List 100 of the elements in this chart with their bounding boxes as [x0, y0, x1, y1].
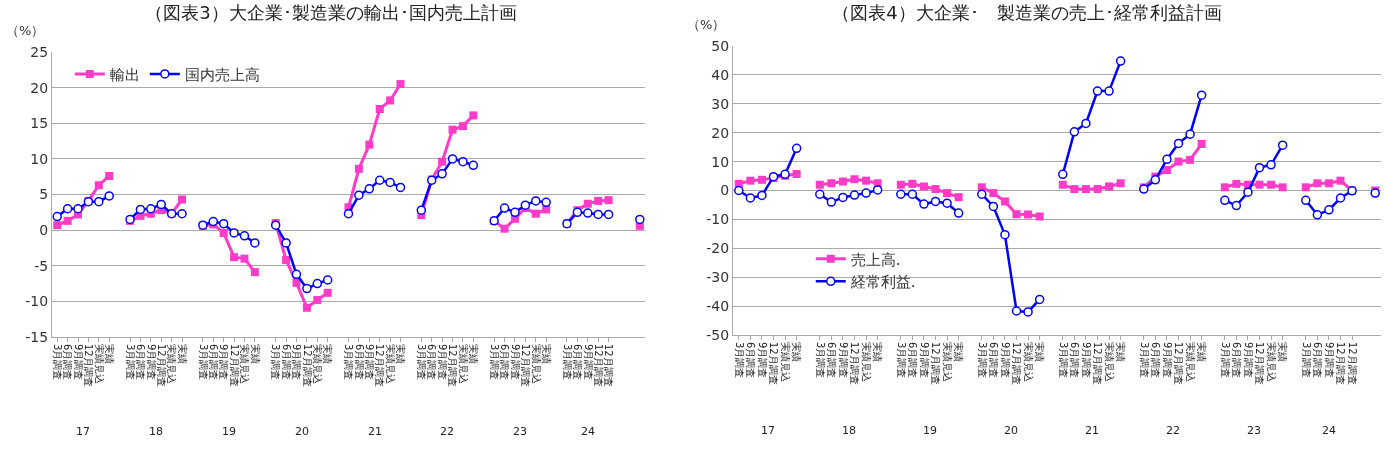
- point: [240, 254, 249, 263]
- point: [469, 111, 478, 120]
- point: [931, 185, 940, 194]
- point: [438, 157, 447, 166]
- x-tick-label: 12月調査: [1346, 342, 1358, 385]
- point: [872, 185, 883, 195]
- point: [94, 181, 103, 190]
- y-tick-label: -5: [34, 257, 49, 274]
- point: [510, 207, 520, 218]
- point: [1301, 183, 1310, 192]
- point: [1335, 193, 1346, 203]
- point: [919, 199, 929, 209]
- point: [52, 211, 62, 222]
- point: [942, 198, 952, 208]
- x-tick-label: 12月調査: [1335, 342, 1347, 385]
- point: [1186, 155, 1195, 164]
- point: [757, 175, 766, 184]
- text: 24: [1322, 424, 1336, 437]
- x-tick-label: 9月調査: [72, 344, 84, 381]
- x-tick-label: 実績見込: [530, 344, 542, 384]
- x-tick-label: 12月調査: [1173, 342, 1185, 385]
- x-tick-label: 12月調査: [603, 344, 615, 387]
- x-tick-label: 6月調査: [208, 344, 219, 381]
- point: [1116, 179, 1125, 188]
- point: [757, 190, 767, 201]
- x-tick-label: 実績見込: [93, 344, 105, 384]
- x-tick-label: 6月調査: [1069, 342, 1081, 379]
- point: [541, 197, 551, 208]
- point: [520, 200, 531, 210]
- y-tick-label: 40: [711, 66, 730, 83]
- point: [177, 208, 187, 219]
- point: [1277, 140, 1288, 150]
- x-tick-label: 3月調査: [561, 344, 573, 381]
- point: [815, 180, 824, 189]
- x-tick-label: 9月調査: [218, 344, 230, 381]
- y-tick-label: 15: [30, 115, 49, 132]
- y-axis-title: （%）: [6, 23, 45, 38]
- x-tick-label: 3月調査: [343, 344, 355, 381]
- point: [1324, 179, 1333, 188]
- point: [374, 175, 385, 185]
- x-tick-label: 実績見込: [941, 342, 953, 382]
- x-tick-label: 12月調査: [374, 344, 386, 387]
- x-tick-label: 3月調査: [1219, 342, 1231, 379]
- point: [531, 209, 540, 218]
- point: [230, 253, 239, 262]
- point: [1000, 229, 1010, 240]
- x-tick-label: 3月調査: [488, 344, 500, 381]
- x-tick-label: 3月調査: [124, 344, 136, 381]
- point: [219, 228, 228, 237]
- y-tick-label: -10: [25, 293, 49, 310]
- x-tick-label: 3月調査: [1300, 342, 1312, 379]
- point: [250, 238, 260, 248]
- point: [322, 275, 333, 285]
- x-tick-label: 6月調査: [1231, 342, 1243, 379]
- point: [416, 205, 427, 215]
- chart-title: （図表3）大企業･製造業の輸出･国内売上計画: [145, 2, 517, 24]
- point: [1069, 127, 1080, 137]
- x-tick-label: 6月調査: [426, 344, 438, 381]
- point: [838, 192, 848, 203]
- text: 22: [440, 425, 454, 438]
- point: [323, 288, 332, 297]
- x-tick-label: 9月調査: [509, 344, 521, 381]
- x-tick-label: 9月調査: [1242, 342, 1254, 379]
- x-tick-label: 9月調査: [837, 342, 849, 379]
- legend-label: 売上高.: [850, 250, 901, 269]
- point: [862, 176, 871, 185]
- legend-label: 輸出: [109, 65, 140, 84]
- x-tick-label: 3月調査: [733, 342, 745, 379]
- text: 18: [149, 425, 163, 438]
- y-tick-label: 10: [30, 150, 49, 167]
- x-tick-label: 12月調査: [930, 342, 942, 385]
- x-tick-label: 実績見込: [166, 344, 178, 384]
- x-tick-label: 3月調査: [976, 342, 988, 379]
- point: [458, 122, 467, 131]
- x-tick-label: 6月調査: [353, 344, 365, 381]
- x-tick-label: 12月調査: [768, 342, 780, 385]
- x-tick-label: 実績: [176, 344, 188, 364]
- point: [1312, 210, 1323, 220]
- x-tick-label: 12月調査: [447, 344, 459, 387]
- x-tick-label: 実績: [395, 344, 407, 364]
- point: [500, 224, 509, 233]
- point: [1024, 210, 1033, 219]
- point: [62, 204, 73, 214]
- x-tick-label: 9月調査: [1323, 342, 1335, 379]
- point: [156, 199, 166, 210]
- point: [343, 208, 354, 219]
- point: [250, 268, 259, 277]
- x-tick-label: 6月調査: [1150, 342, 1162, 379]
- x-tick-label: 3月調査: [416, 344, 428, 381]
- point: [53, 221, 62, 230]
- point: [734, 185, 744, 196]
- point: [385, 177, 395, 188]
- point: [791, 143, 802, 154]
- x-tick-label: 12月調査: [83, 344, 95, 387]
- point: [838, 177, 847, 186]
- text: 19: [222, 425, 236, 438]
- point: [1196, 90, 1207, 100]
- point: [792, 170, 801, 179]
- point: [954, 193, 963, 202]
- point: [1231, 200, 1242, 211]
